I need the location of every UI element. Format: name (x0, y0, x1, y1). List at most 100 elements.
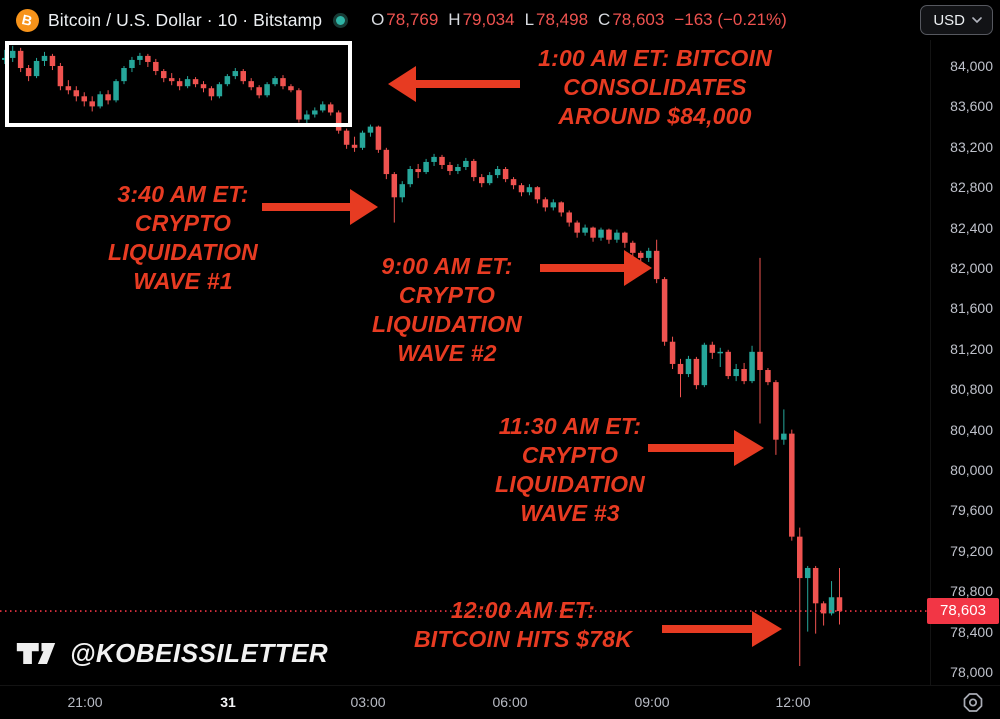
candle-body (828, 597, 835, 614)
annotation-line: 11:30 AM ET: (498, 413, 642, 439)
candle-body (65, 86, 72, 91)
candle-body (661, 279, 668, 342)
candle-body (494, 169, 501, 176)
candle-body (256, 87, 262, 96)
close-value: 78,603 (612, 10, 665, 29)
annotation-wave-1: 3:40 AM ET: CRYPTO LIQUIDATION WAVE #1 (53, 180, 313, 296)
price-axis[interactable]: 84,000 83,600 83,200 82,800 82,400 82,000 81,6… (927, 40, 1000, 685)
candle-body (367, 126, 374, 133)
annotation-hits-78k: 12:00 AM ET: BITCOIN HITS $78K (363, 596, 683, 654)
candle-body (693, 358, 700, 386)
annotation-consolidation: 1:00 AM ET: BITCOIN CONSOLIDATES AROUND … (525, 44, 785, 131)
candle-body (407, 169, 413, 185)
price-tick-label: 80,000 (950, 462, 993, 478)
candle-body (590, 227, 596, 238)
candle-body (534, 187, 541, 200)
price-tick-label: 78,800 (950, 583, 993, 600)
high-value: 79,034 (462, 10, 515, 29)
time-axis[interactable]: 21:00 31 03:00 06:00 09:00 12:00 (0, 685, 1000, 719)
annotation-line: AROUND $84,000 (558, 103, 752, 129)
candle-body (510, 179, 517, 186)
price-tick-label: 82,800 (950, 179, 993, 196)
price-tick-label: 80,400 (950, 421, 993, 438)
candle-body (606, 229, 612, 240)
candle-body (781, 433, 787, 440)
candle-body (240, 71, 246, 82)
candle-body (622, 232, 628, 243)
candle-body (415, 169, 421, 173)
candle-body (153, 61, 159, 72)
candle-body (741, 369, 747, 382)
currency-dropdown-label: USD (933, 11, 965, 29)
candle-body (161, 71, 167, 79)
high-label: H (448, 10, 461, 29)
price-tick-label: 83,200 (950, 138, 993, 155)
candle-body (89, 101, 95, 107)
annotation-line: BITCOIN HITS $78K (413, 626, 633, 652)
annotation-line: LIQUIDATION (108, 239, 258, 265)
candle-body (518, 185, 525, 193)
symbol-title[interactable]: Bitcoin / U.S. Dollar · 10 · Bitstamp (48, 9, 323, 30)
price-tick-label: 82,400 (950, 219, 993, 236)
candle-body (423, 161, 429, 173)
candle-body (304, 114, 310, 120)
candle-body (765, 370, 771, 383)
candle-body (9, 50, 16, 58)
price-tick-label: 81,200 (950, 340, 993, 357)
candle-body (486, 175, 493, 184)
candle-body (49, 55, 56, 66)
candle-body (216, 84, 223, 97)
candle-body (391, 174, 398, 198)
candle-body (248, 81, 254, 88)
candle-body (669, 341, 676, 364)
candle-body (81, 96, 87, 102)
time-tick-label: 31 (220, 694, 236, 710)
candle-body (749, 351, 755, 382)
candle-body (812, 567, 819, 604)
candle-body (184, 79, 191, 87)
candle-body (399, 184, 405, 198)
currency-dropdown[interactable]: USD (920, 5, 993, 35)
candle-body (105, 94, 111, 101)
candle-body (574, 222, 580, 233)
annotation-line: CRYPTO (398, 282, 496, 308)
annotation-line: 3:40 AM ET: (117, 181, 249, 207)
watermark: @KOBEISSILETTER (15, 638, 328, 669)
time-tick-label: 09:00 (634, 694, 670, 710)
watermark-handle: @KOBEISSILETTER (70, 638, 329, 668)
candle-body (272, 78, 278, 85)
chevron-down-icon (972, 17, 982, 23)
time-tick-label: 12:00 (775, 694, 811, 710)
change-value: −163 (−0.21%) (674, 10, 787, 29)
candle-body (709, 344, 716, 353)
candle-body (638, 252, 644, 258)
low-label: L (524, 10, 535, 29)
time-tick-label: 21:00 (67, 694, 103, 710)
candle-body (383, 149, 390, 175)
annotation-wave-2: 9:00 AM ET: CRYPTO LIQUIDATION WAVE #2 (317, 252, 577, 368)
candle-body (264, 84, 270, 96)
candle-body (312, 110, 318, 115)
candle-body (17, 50, 24, 69)
candle-body (375, 126, 382, 150)
market-status-icon[interactable] (336, 15, 346, 25)
axis-settings-icon[interactable] (960, 691, 986, 715)
candle-body (471, 160, 477, 178)
candle-body (208, 88, 215, 97)
candle-body (733, 369, 739, 377)
candle-body (479, 177, 485, 184)
price-tick-label: 79,200 (950, 542, 993, 559)
candle-body (129, 59, 135, 69)
candle-body (232, 71, 239, 77)
candle-body (25, 68, 32, 77)
price-tick-label: 78,400 (950, 623, 993, 640)
candle-body (224, 76, 231, 85)
bitcoin-icon: B (16, 8, 39, 32)
candle-body (335, 112, 342, 131)
price-tick-label: 79,600 (950, 502, 993, 519)
candle-body (566, 212, 572, 223)
candle-body (804, 567, 811, 579)
candle-body (41, 55, 48, 61)
candle-body (33, 60, 40, 77)
candle-body (645, 250, 652, 258)
